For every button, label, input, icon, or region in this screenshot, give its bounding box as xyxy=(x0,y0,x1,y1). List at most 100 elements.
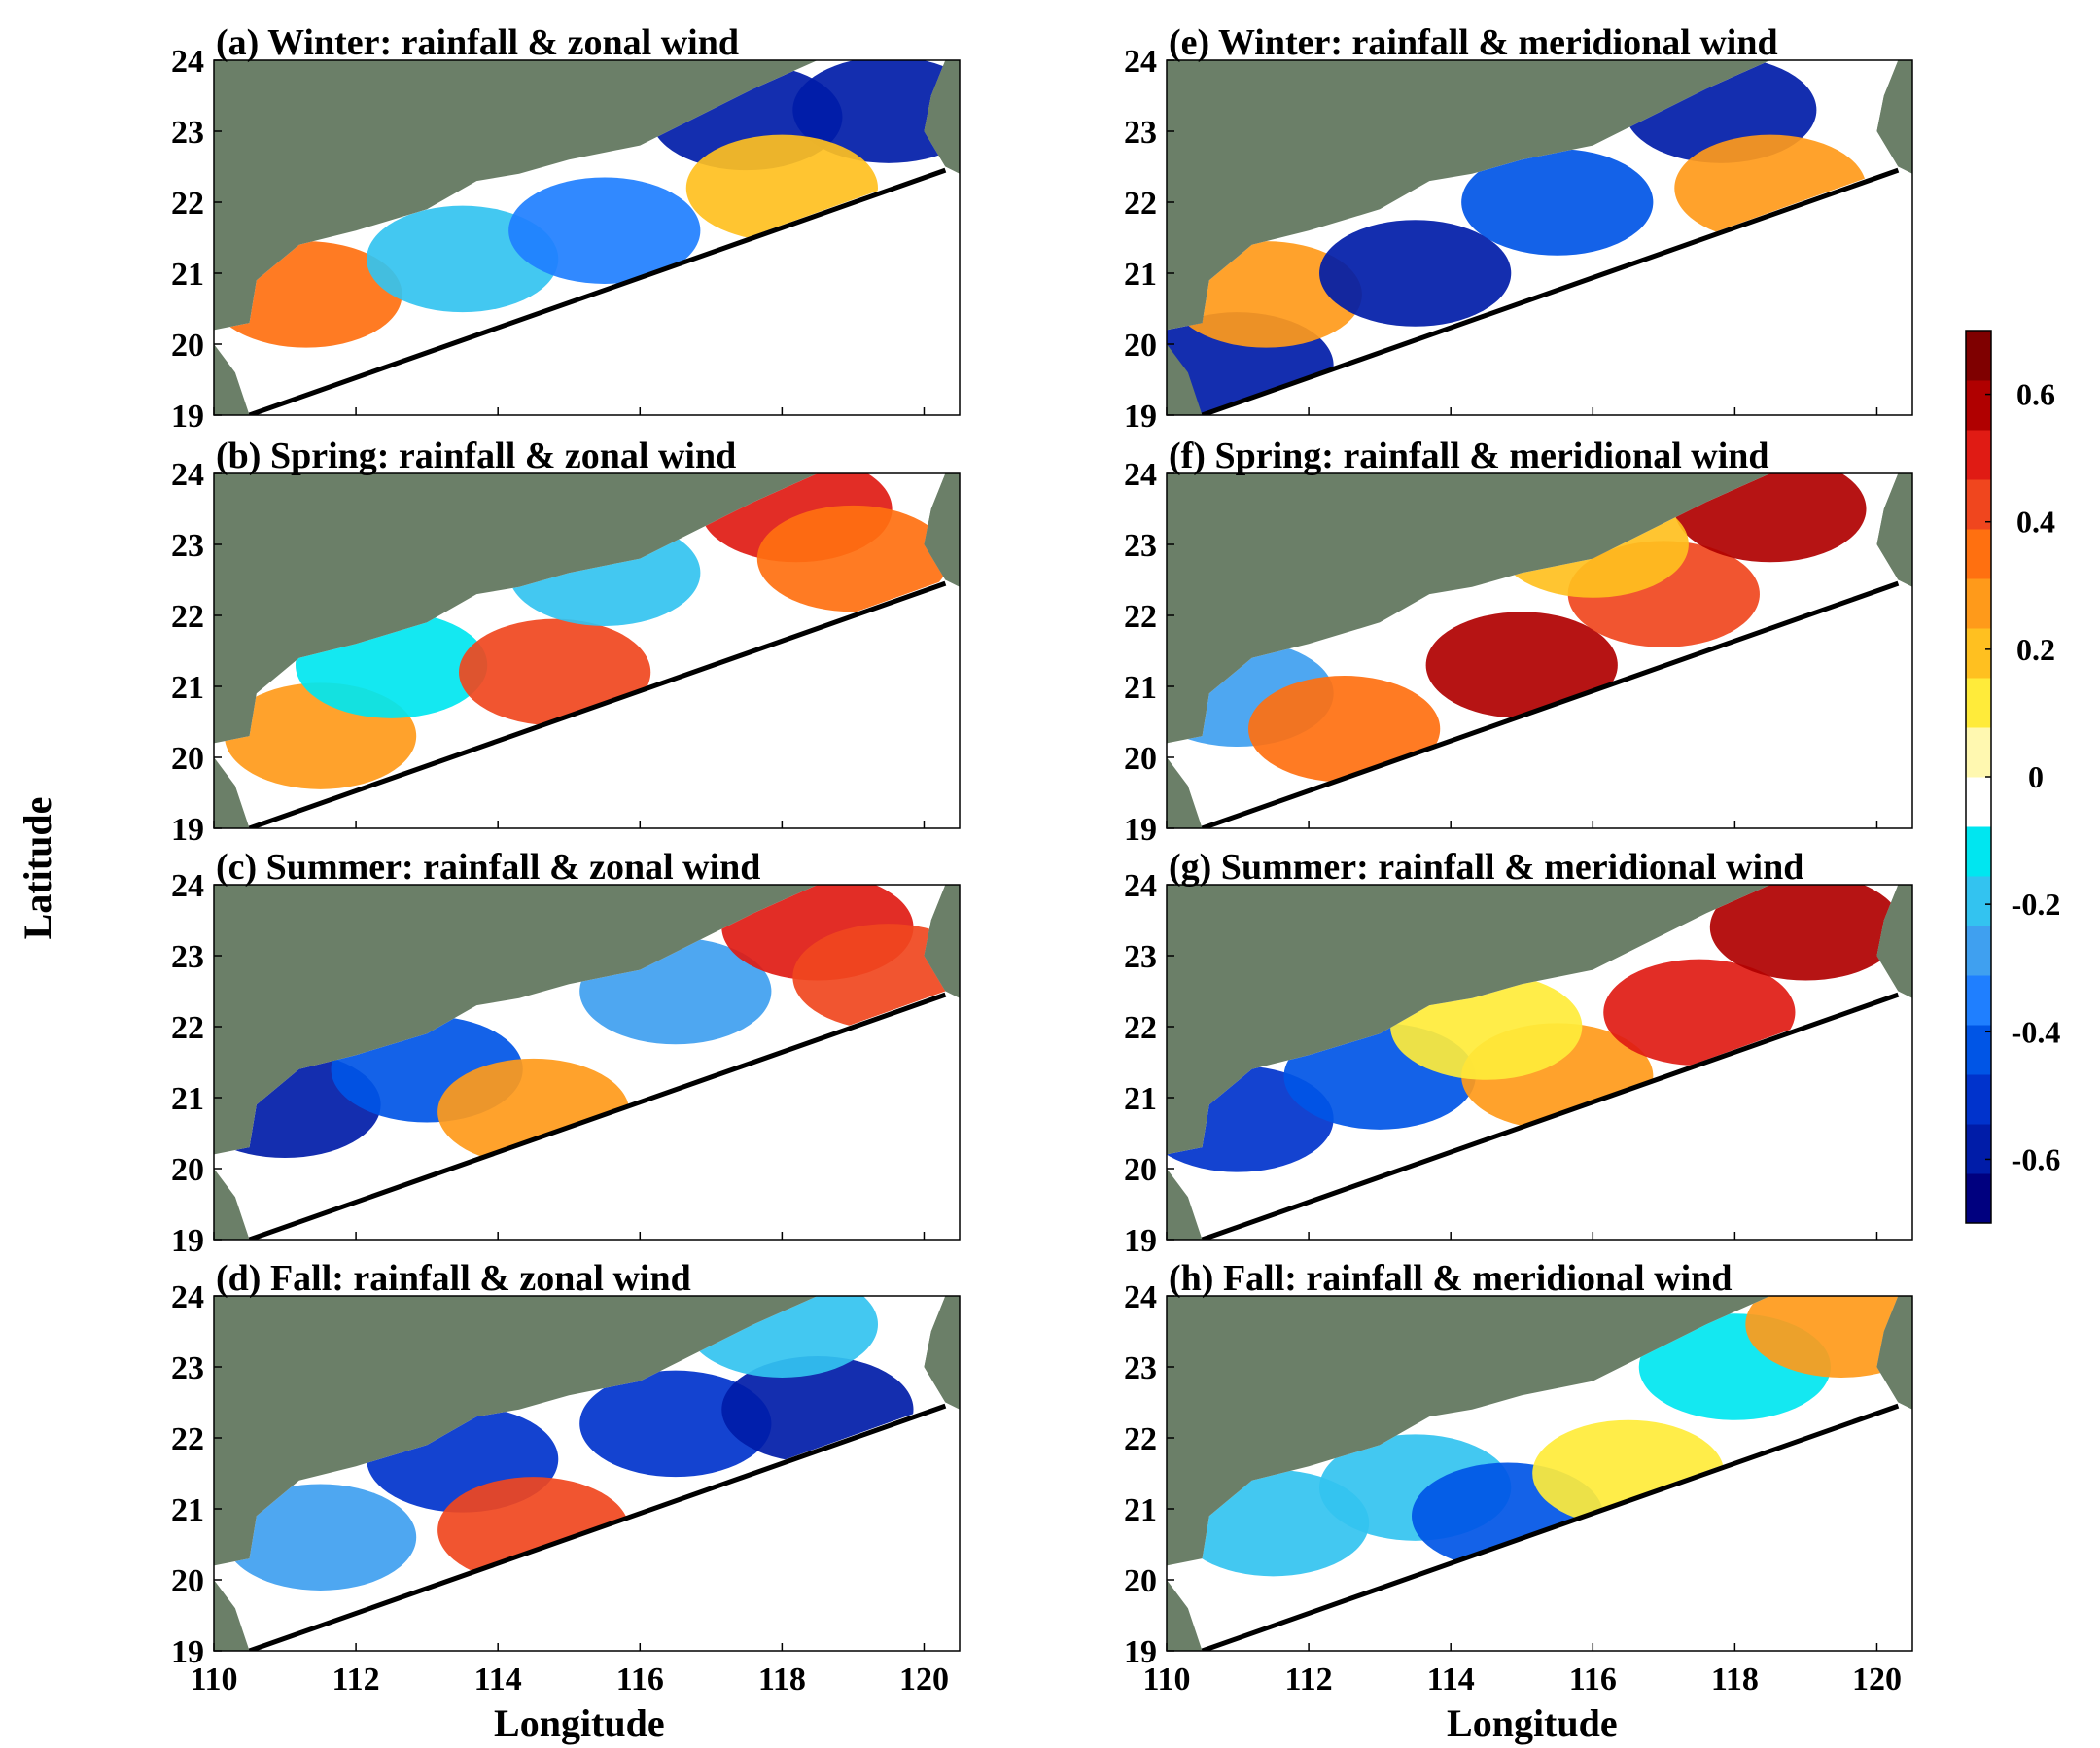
colorbar-segment xyxy=(1966,1173,1991,1224)
land-d xyxy=(214,1296,946,1566)
land-g xyxy=(1167,885,1899,1155)
frame-h xyxy=(1166,1295,1913,1652)
panel-title-f: (f) Spring: rainfall & meridional wind xyxy=(1169,436,1769,476)
ytick-h-1: 20 xyxy=(1124,1563,1157,1599)
ytick-h-2: 21 xyxy=(1124,1492,1157,1528)
xtick-d-2: 114 xyxy=(474,1661,522,1697)
colorbar-segment xyxy=(1966,380,1991,431)
shelf-line-b xyxy=(248,580,947,828)
ytick-g-4: 23 xyxy=(1124,939,1157,975)
ytick-c-5: 24 xyxy=(171,868,204,904)
ytick-b-5: 24 xyxy=(171,457,204,493)
panel-title-h: (h) Fall: rainfall & meridional wind xyxy=(1169,1258,1732,1299)
ytick-g-0: 19 xyxy=(1124,1223,1157,1259)
colorbar-segment xyxy=(1966,926,1991,976)
ytick-d-1: 20 xyxy=(171,1563,204,1599)
region-f-1 xyxy=(1248,676,1441,783)
frame-g xyxy=(1166,884,1913,1241)
ytick-a-0: 19 xyxy=(171,399,204,435)
ytick-a-1: 20 xyxy=(171,328,204,364)
colorbar-segment xyxy=(1966,975,1991,1026)
region-a-2 xyxy=(508,177,701,284)
ytick-b-1: 20 xyxy=(171,741,204,777)
xtick-h-0: 110 xyxy=(1142,1661,1190,1697)
xtick-h-3: 116 xyxy=(1569,1661,1617,1697)
x-axis-label-d: Longitude xyxy=(494,1701,665,1745)
land-f xyxy=(1167,473,1899,744)
shelf-line-c xyxy=(248,992,947,1240)
panel-g: 19 20 21 22 23 24 (g) Summer: rainfall & merid… xyxy=(1124,847,1913,1259)
ytick-h-4: 23 xyxy=(1124,1350,1157,1386)
ytick-g-1: 20 xyxy=(1124,1152,1157,1188)
ytick-e-2: 21 xyxy=(1124,257,1157,293)
frame-e xyxy=(1166,59,1913,416)
colorbar-segment xyxy=(1966,876,1991,926)
colorbar-segment xyxy=(1966,777,1991,827)
xtick-d-3: 116 xyxy=(616,1661,664,1697)
ytick-h-3: 22 xyxy=(1124,1421,1157,1457)
ytick-b-4: 23 xyxy=(171,528,204,564)
frame-a xyxy=(213,59,961,416)
region-d-3 xyxy=(579,1370,772,1478)
land-b xyxy=(214,473,946,744)
ytick-d-3: 22 xyxy=(171,1421,204,1457)
ytick-f-3: 22 xyxy=(1124,599,1157,635)
xtick-h-2: 114 xyxy=(1427,1661,1475,1697)
ytick-d-4: 23 xyxy=(171,1350,204,1386)
colorbar-segment xyxy=(1966,529,1991,579)
y-axis-label: Latitude xyxy=(16,797,59,940)
colorbar-tick-0: 0.6 xyxy=(2016,377,2055,412)
ytick-e-4: 23 xyxy=(1124,115,1157,151)
ytick-e-3: 22 xyxy=(1124,186,1157,222)
ytick-f-5: 24 xyxy=(1124,457,1157,493)
ytick-c-1: 20 xyxy=(171,1152,204,1188)
colorbar-tick-4: -0.2 xyxy=(2012,887,2061,922)
colorbar-segment xyxy=(1966,430,1991,480)
ytick-g-3: 22 xyxy=(1124,1010,1157,1046)
frame-d xyxy=(213,1295,961,1652)
ytick-f-0: 19 xyxy=(1124,812,1157,848)
region-d-0 xyxy=(224,1484,417,1591)
ytick-b-3: 22 xyxy=(171,599,204,635)
colorbar-tick-2: 0.2 xyxy=(2016,632,2055,667)
ytick-f-2: 21 xyxy=(1124,670,1157,706)
colorbar-segment xyxy=(1966,331,1991,381)
ytick-e-1: 20 xyxy=(1124,328,1157,364)
xtick-h-1: 112 xyxy=(1285,1661,1333,1697)
colorbar-segment xyxy=(1966,1025,1991,1075)
ytick-h-5: 24 xyxy=(1124,1279,1157,1315)
ytick-f-4: 23 xyxy=(1124,528,1157,564)
colorbar-segment xyxy=(1966,628,1991,679)
xtick-d-0: 110 xyxy=(190,1661,237,1697)
xtick-h-4: 118 xyxy=(1711,1661,1759,1697)
panel-title-a: (a) Winter: rainfall & zonal wind xyxy=(216,22,739,63)
colorbar-segment xyxy=(1966,727,1991,778)
colorbar-tick-1: 0.4 xyxy=(2016,505,2055,540)
region-e-3 xyxy=(1461,149,1654,256)
colorbar-segment xyxy=(1966,479,1991,530)
land-c xyxy=(214,885,946,1155)
land-e xyxy=(1167,60,1899,331)
panel-e: 19 20 21 22 23 24 (e) Winter: rainfall & merid… xyxy=(1124,22,1913,435)
ytick-g-5: 24 xyxy=(1124,868,1157,904)
colorbar-segment xyxy=(1966,678,1991,728)
xtick-d-4: 118 xyxy=(758,1661,806,1697)
ytick-c-3: 22 xyxy=(171,1010,204,1046)
xtick-d-5: 120 xyxy=(899,1661,949,1697)
land-a xyxy=(214,60,946,331)
region-f-2 xyxy=(1425,612,1618,718)
region-g-4 xyxy=(1709,885,1899,981)
frame-b xyxy=(213,472,961,829)
shelf-line-g xyxy=(1201,992,1900,1240)
ytick-a-4: 23 xyxy=(171,115,204,151)
shelf-line-h xyxy=(1201,1403,1900,1651)
region-b-2 xyxy=(459,618,651,726)
ytick-e-5: 24 xyxy=(1124,44,1157,80)
panel-title-g: (g) Summer: rainfall & meridional wind xyxy=(1169,847,1803,888)
x-axis-label-h: Longitude xyxy=(1447,1701,1618,1745)
panel-title-e: (e) Winter: rainfall & meridional wind xyxy=(1169,22,1778,63)
frame-c xyxy=(213,884,961,1241)
panel-f: 19 20 21 22 23 24 (f) Spring: rainfall & merid… xyxy=(1124,436,1913,848)
ytick-g-2: 21 xyxy=(1124,1081,1157,1117)
